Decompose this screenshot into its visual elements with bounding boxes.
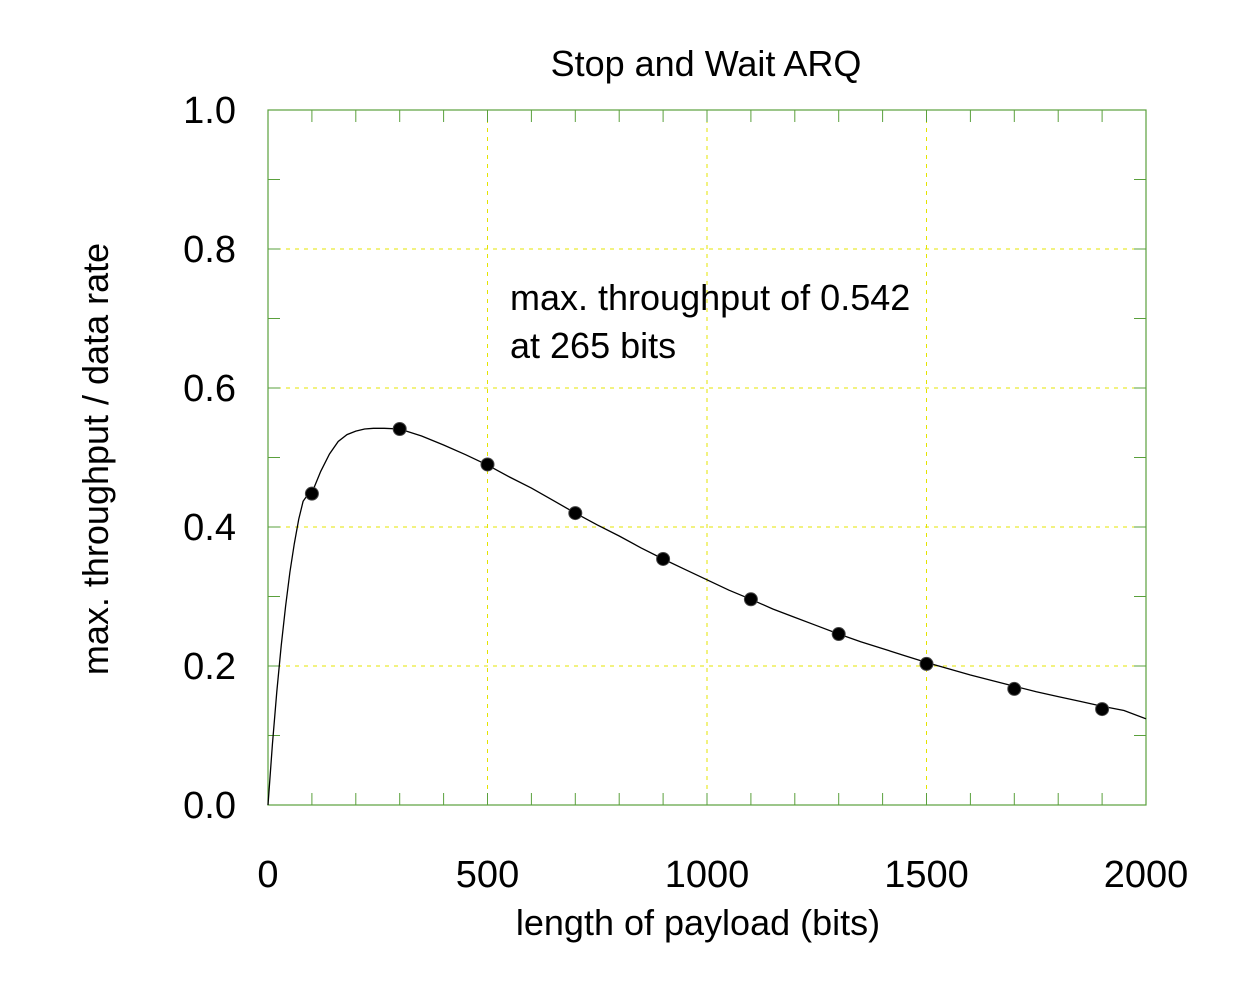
- y-tick-label: 0.6: [183, 368, 236, 410]
- x-tick-label: 2000: [1104, 854, 1189, 896]
- annotation-line-1: max. throughput of 0.542: [510, 277, 910, 318]
- data-point: [568, 506, 583, 521]
- x-tick-label: 1000: [665, 854, 750, 896]
- data-point: [656, 551, 671, 566]
- x-tick-label: 1500: [884, 854, 969, 896]
- data-points: [304, 422, 1110, 717]
- data-point: [1095, 702, 1110, 717]
- x-axis-label: length of payload (bits): [516, 902, 880, 943]
- y-tick-label: 0.0: [183, 785, 236, 827]
- data-point: [480, 457, 495, 472]
- y-tick-label: 0.2: [183, 646, 236, 688]
- data-point: [1007, 681, 1022, 696]
- x-tick-labels: 0 500 1000 1500 2000: [257, 854, 1188, 896]
- y-tick-label: 0.4: [183, 507, 236, 549]
- y-tick-label: 1.0: [183, 90, 236, 132]
- annotation-line-2: at 265 bits: [510, 325, 676, 366]
- chart-title: Stop and Wait ARQ: [551, 43, 862, 84]
- data-point: [743, 592, 758, 607]
- x-tick-label: 500: [456, 854, 519, 896]
- data-point: [919, 656, 934, 671]
- plot-frame: [267, 109, 1147, 806]
- grid-lines: [268, 110, 1146, 805]
- x-tick-label: 0: [257, 854, 278, 896]
- minor-ticks: [267, 109, 1147, 806]
- data-point: [831, 627, 846, 642]
- y-tick-labels: 0.0 0.2 0.4 0.6 0.8 1.0: [183, 90, 236, 827]
- y-axis-label: max. throughput / data rate: [75, 243, 116, 675]
- data-point: [304, 486, 319, 501]
- y-tick-label: 0.8: [183, 229, 236, 271]
- data-point: [392, 422, 407, 437]
